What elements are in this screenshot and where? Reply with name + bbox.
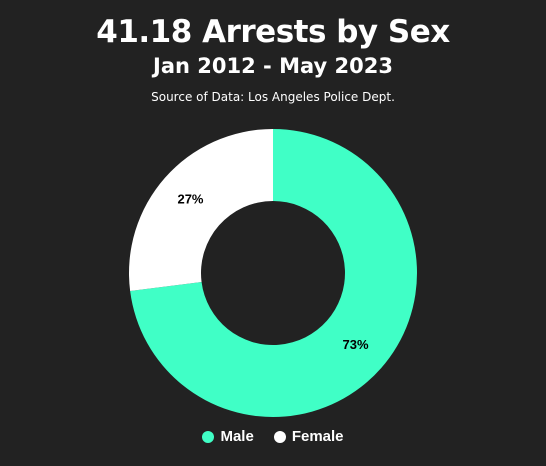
legend: Male Female [0,428,546,445]
source-note: Source of Data: Los Angeles Police Dept. [151,90,395,104]
data-label-female: 27% [177,192,203,207]
data-label-male: 73% [342,337,368,352]
legend-item-female[interactable]: Female [273,428,344,445]
legend-swatch-female [273,430,286,443]
chart-title: 41.18 Arrests by Sex [96,14,450,50]
legend-item-male[interactable]: Male [202,428,254,445]
legend-label-female: Female [291,428,344,445]
slice-female[interactable] [129,129,273,292]
legend-label-male: Male [220,428,254,445]
legend-swatch-male [202,430,215,443]
chart-subtitle: Jan 2012 - May 2023 [153,54,393,78]
slice-male[interactable] [130,129,417,417]
